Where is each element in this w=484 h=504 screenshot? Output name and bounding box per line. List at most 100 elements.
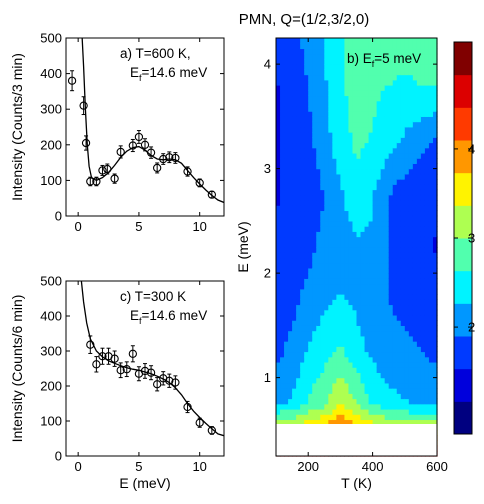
heatmap-cell [336, 90, 341, 97]
heatmap-cell [376, 372, 382, 379]
heatmap-cell [336, 184, 341, 191]
heatmap-cell [364, 231, 370, 238]
heatmap-cell [284, 388, 289, 394]
heatmap-cell [404, 361, 410, 368]
heatmap-cell [372, 210, 378, 217]
heatmap-cell [324, 105, 329, 112]
heatmap-cell [412, 126, 418, 133]
heatmap-cell [328, 168, 333, 175]
heatmap-cell [380, 361, 386, 368]
heatmap-cell [312, 147, 317, 154]
heatmap-cell [392, 278, 398, 285]
heatmap-cell [372, 398, 378, 405]
heatmap-cell [332, 314, 337, 321]
heatmap-cell [296, 294, 301, 300]
heatmap-cell [300, 121, 305, 128]
colorbar-tick-label-0: 2 [468, 320, 475, 335]
heatmap-cell [288, 414, 293, 421]
heatmap-cell [316, 163, 321, 170]
heatmap-cell [296, 137, 301, 144]
heatmap-cell [424, 320, 430, 326]
heatmap-cell [292, 205, 297, 212]
heatmap-cell [364, 152, 370, 159]
heatmap-cell [404, 74, 410, 81]
heatmap-cell [332, 278, 337, 285]
heatmap-cell [352, 43, 358, 50]
heatmap-cell [320, 299, 325, 306]
heatmap-cell [392, 48, 398, 55]
heatmap-cell [404, 351, 410, 358]
heatmap-cell [320, 58, 325, 65]
heatmap-cell [288, 111, 293, 117]
heatmap-cell [384, 220, 390, 227]
heatmap-cell [352, 58, 358, 65]
heatmap-cell [372, 179, 378, 185]
heatmap-cell [328, 382, 333, 389]
heatmap-cell [380, 142, 386, 149]
heatmap-cell [292, 105, 297, 112]
heatmap-cell [308, 257, 313, 264]
heatmap-cell [360, 147, 366, 154]
heatmap-cell [284, 132, 289, 138]
heatmap-cell [280, 382, 285, 389]
heatmap-cell [328, 341, 333, 347]
heatmap-cell [300, 361, 305, 368]
heatmap-cell [284, 314, 289, 321]
heatmap-cell [412, 304, 418, 311]
heatmap-cell [300, 194, 305, 201]
heatmap-cell [388, 199, 394, 206]
heatmap-cell [288, 158, 293, 164]
heatmap-cell [292, 215, 297, 222]
heatmap-cell [356, 247, 362, 253]
heatmap-cell [400, 220, 406, 227]
heatmap-cell [352, 95, 358, 102]
heatmap-cell [384, 241, 390, 248]
panel-annotation-line1: a) T=600 K, [120, 46, 191, 61]
heatmap-cell [284, 168, 289, 175]
heatmap-cell [336, 105, 341, 112]
heatmap-cell [388, 85, 394, 91]
heatmap-cell [404, 236, 410, 243]
heatmap-cell [396, 137, 402, 144]
heatmap-cell [408, 241, 414, 248]
heatmap-cell [332, 199, 337, 206]
heatmap-cell [288, 241, 293, 248]
heatmap-cell [292, 220, 297, 227]
heatmap-cell [404, 147, 410, 154]
heatmap-cell [276, 351, 281, 358]
heatmap-cell [364, 215, 370, 222]
heatmap-cell [280, 231, 285, 238]
heatmap-cell [312, 111, 317, 117]
heatmap-cell [292, 351, 297, 358]
heatmap-cell [292, 314, 297, 321]
heatmap-cell [420, 147, 426, 154]
heatmap-cell [368, 79, 374, 86]
heatmap-cell [432, 105, 438, 112]
heatmap-cell [380, 90, 386, 97]
heatmap-cell [408, 137, 414, 144]
heatmap-cell [324, 325, 329, 332]
y-tick-label-3: 300 [40, 344, 62, 359]
heatmap-cell [344, 100, 350, 107]
heatmap-cell [384, 236, 390, 243]
heatmap-cell [368, 173, 374, 180]
heatmap-cell [328, 325, 333, 332]
heatmap-cell [360, 351, 366, 358]
heatmap-cell [408, 299, 414, 306]
colorbar-tick-label-1: 3 [468, 231, 475, 246]
heatmap-cell [312, 95, 317, 102]
heatmap-cell [420, 179, 426, 185]
heatmap-cell [304, 173, 309, 180]
heatmap-cell [284, 257, 289, 264]
heatmap-cell [396, 53, 402, 60]
heatmap-cell [364, 90, 370, 97]
data-point-8 [116, 147, 125, 157]
heatmap-cell [404, 205, 410, 212]
heatmap-cell [428, 241, 434, 248]
heatmap-cell [300, 335, 305, 342]
heatmap-cell [408, 168, 414, 175]
heatmap-cell [380, 241, 386, 248]
heatmap-cell [336, 194, 341, 201]
heatmap-cell [396, 189, 402, 196]
heatmap-cell [368, 320, 374, 326]
